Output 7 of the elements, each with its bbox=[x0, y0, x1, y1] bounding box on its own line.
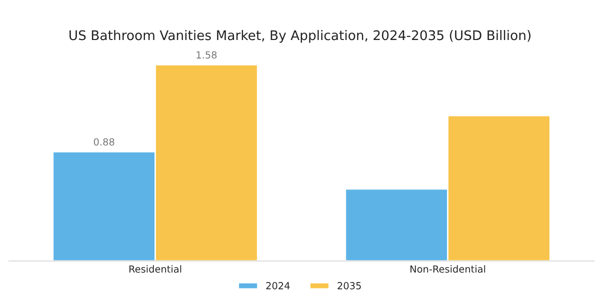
data-label: 0.88 bbox=[94, 138, 114, 146]
x-tick-label: Residential bbox=[129, 265, 182, 273]
legend-label: 2035 bbox=[338, 282, 361, 290]
x-tick-label: Non-Residential bbox=[410, 265, 486, 273]
data-label: 1.58 bbox=[196, 51, 217, 59]
legend-label: 2024 bbox=[266, 282, 290, 290]
chart-title: US Bathroom Vanities Market, By Application, 2024-2035 (USD Billion) bbox=[70, 30, 530, 43]
